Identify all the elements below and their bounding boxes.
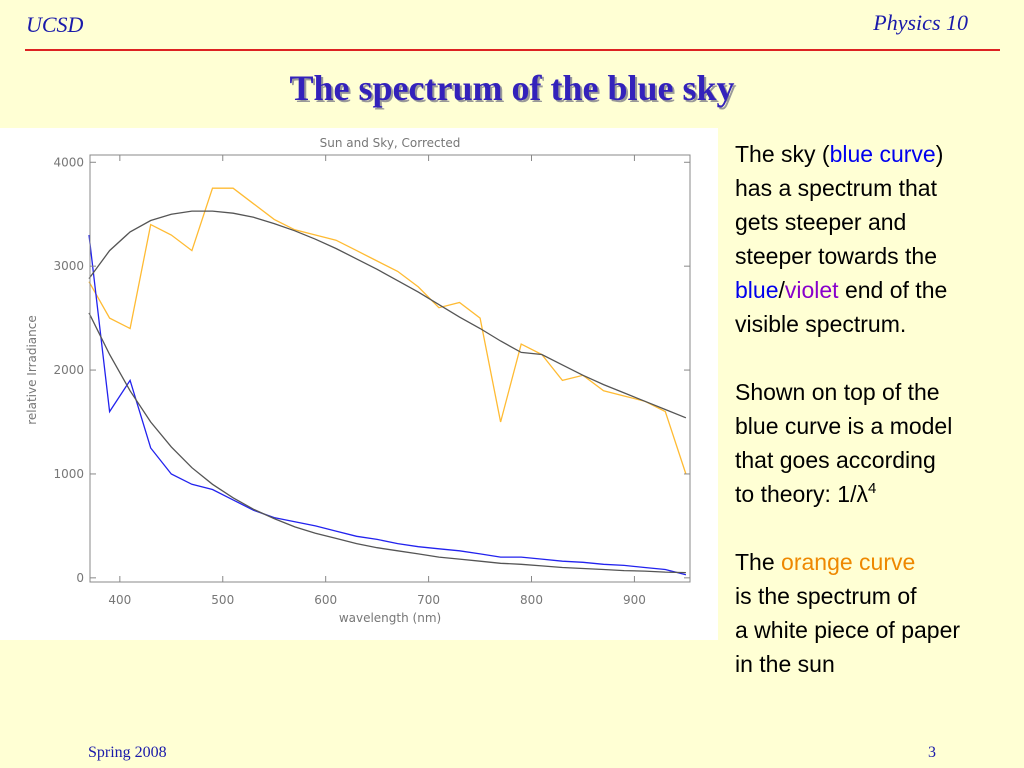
text-run: to theory: 1/λ: [735, 481, 868, 507]
text-run: end of the: [839, 277, 948, 303]
title: The spectrum of the blue sky: [289, 68, 734, 108]
x-tick-label: 800: [520, 593, 543, 607]
y-tick-label: 1000: [53, 467, 84, 481]
series-line: [88, 187, 687, 475]
series-line: [88, 312, 686, 574]
text-run: The: [735, 549, 781, 575]
text-run: /: [778, 277, 785, 303]
text-run: 4: [868, 480, 876, 497]
highlighted-text: orange curve: [781, 549, 915, 575]
text-run: steeper towards the: [735, 243, 937, 269]
chart: Sun and Sky, Corrected wavelength (nm) r…: [25, 136, 691, 625]
text-line: The sky (blue curve): [735, 141, 943, 167]
x-tick-label: 500: [211, 593, 234, 607]
text-run: gets steeper and: [735, 209, 906, 235]
x-axis-label: wavelength (nm): [339, 611, 441, 625]
text-line: gets steeper and: [735, 209, 906, 235]
chart-title: Sun and Sky, Corrected: [320, 136, 461, 150]
text-run: The sky (: [735, 141, 830, 167]
text-line: blue curve is a model: [735, 413, 952, 439]
text-line: steeper towards the: [735, 243, 937, 269]
chart-panel: [0, 128, 718, 640]
footer-right: 3: [928, 744, 936, 761]
x-tick-label: 600: [314, 593, 337, 607]
y-tick-label: 3000: [53, 259, 84, 273]
y-axis-label: relative Irradiance: [25, 315, 39, 425]
text-line: has a spectrum that: [735, 175, 938, 201]
text-run: ): [936, 141, 944, 167]
text-line: a white piece of paper: [735, 617, 960, 643]
body-text: The sky (blue curve) has a spectrum that g…: [735, 141, 960, 677]
title-shadow: The spectrum of the blue sky: [291, 70, 736, 110]
text-line: visible spectrum.: [735, 311, 906, 337]
text-run: Shown on top of the: [735, 379, 940, 405]
text-run: a white piece of paper: [735, 617, 960, 643]
series-line: [88, 210, 687, 419]
highlighted-text: violet: [785, 277, 839, 303]
highlighted-text: blue curve: [830, 141, 936, 167]
plot-frame: [89, 154, 691, 583]
y-tick-label: 0: [76, 571, 84, 585]
header-right: Physics 10: [872, 10, 968, 35]
y-tick-label: 4000: [53, 155, 84, 169]
text-run: blue curve is a model: [735, 413, 952, 439]
text-run: that goes according: [735, 447, 936, 473]
text-line: to theory: 1/λ4: [735, 480, 876, 507]
header-left: UCSD: [26, 12, 84, 37]
text-run: is the spectrum of: [735, 583, 917, 609]
series-line: [88, 234, 687, 576]
x-tick-label: 700: [417, 593, 440, 607]
text-line: The orange curve: [735, 549, 915, 575]
footer-left: Spring 2008: [88, 744, 167, 761]
text-line: blue/violet end of the: [735, 277, 947, 303]
text-line: is the spectrum of: [735, 583, 917, 609]
text-line: Shown on top of the: [735, 379, 940, 405]
text-run: visible spectrum.: [735, 311, 906, 337]
highlighted-text: blue: [735, 277, 778, 303]
y-tick-label: 2000: [53, 363, 84, 377]
text-line: in the sun: [735, 651, 835, 677]
text-run: in the sun: [735, 651, 835, 677]
text-run: has a spectrum that: [735, 175, 938, 201]
text-line: that goes according: [735, 447, 936, 473]
x-tick-label: 900: [623, 593, 646, 607]
x-tick-label: 400: [108, 593, 131, 607]
